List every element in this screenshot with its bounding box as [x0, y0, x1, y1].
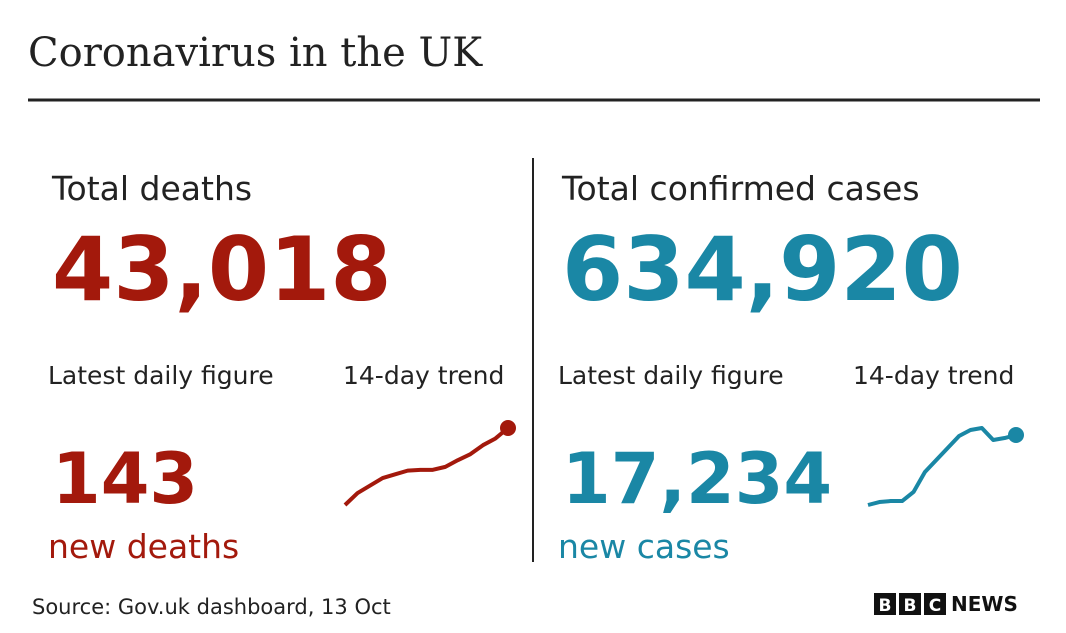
daily-unit: new deaths	[48, 527, 239, 566]
trend-dot	[1008, 427, 1024, 444]
trend-line	[867, 426, 1017, 507]
daily-label: Latest daily figure	[558, 361, 784, 390]
source: Source: Gov.uk dashboard, 13 Oct	[32, 595, 391, 619]
panel-heading: Total deaths	[51, 169, 252, 208]
logo-box	[899, 593, 921, 615]
title: Coronavirus in the UK	[28, 30, 483, 76]
daily-label: Latest daily figure	[48, 361, 274, 390]
logo-box	[874, 593, 896, 615]
trend-line	[343, 426, 510, 507]
panel-heading: Total confirmed cases	[561, 169, 920, 208]
logo-letter: B	[879, 596, 892, 616]
total-figure: 634,920	[562, 218, 963, 321]
logo-letter: B	[904, 596, 917, 616]
daily-unit: new cases	[558, 527, 730, 566]
total-figure: 43,018	[52, 218, 392, 321]
logo-text: NEWS	[951, 592, 1018, 616]
trend-label: 14-day trend	[853, 361, 1014, 390]
trend-dot	[500, 420, 516, 436]
trend-label: 14-day trend	[343, 361, 504, 390]
logo-letter: C	[929, 596, 941, 616]
logo-box	[924, 593, 946, 615]
daily-figure: 143	[52, 438, 198, 520]
bbc-logo: B B C NEWS	[874, 592, 1018, 616]
daily-figure: 17,234	[562, 438, 832, 520]
